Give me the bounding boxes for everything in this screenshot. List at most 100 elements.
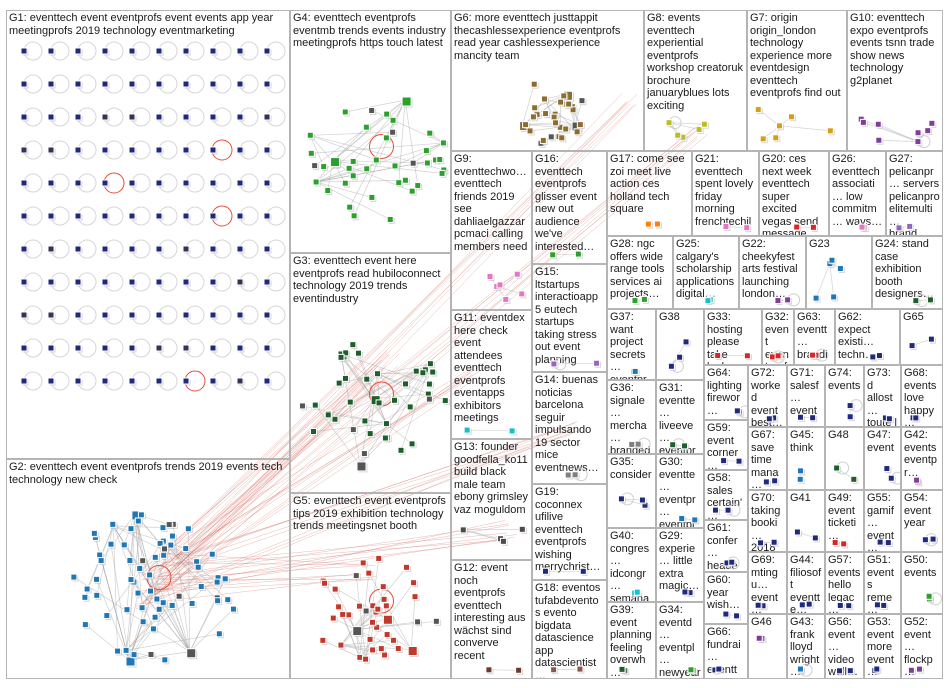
group-box-g5[interactable]: G5: eventtech event eventprofs tips 2019… [290,493,451,679]
group-box-g14[interactable]: G14: buenas noticias barcelona seguir im… [532,372,607,484]
node-shadow [130,148,137,155]
group-box-g38[interactable]: G38 [656,309,704,380]
graph-edge [540,124,581,144]
group-box-g19[interactable]: G19: coconnex ufilive eventtech eventpro… [532,484,607,580]
group-box-g12[interactable]: G12: event noch eventprofs eventtech int… [451,560,532,679]
group-box-g64[interactable]: G64: lighting firewor… [704,365,748,420]
group-box-g58[interactable]: G58: sales certain'… [704,470,748,520]
group-box-g16[interactable]: G16: eventtech eventprofs glisser event … [532,151,607,264]
group-box-g52[interactable]: G52: event… flockp… [901,614,943,679]
group-box-g31[interactable]: G31: eventte… liveeve… eventpr… confere… [656,380,704,454]
group-box-g63[interactable]: G63: eventt… brandi… demo… [794,309,835,365]
group-box-g10[interactable]: G10: eventtech expo eventprofs events ts… [847,10,943,151]
group-box-g29[interactable]: G29: experie… little extra magic… [656,528,704,602]
group-box-g36[interactable]: G36: signale… mercha… branded eventpr… [607,380,656,454]
graph-node [410,579,419,588]
group-box-g47[interactable]: G47: event [864,427,901,490]
group-box-g4[interactable]: G4: eventtech eventprofs eventmb trends … [290,10,451,253]
group-box-g17[interactable]: G17: come see zoi meet live action ces h… [607,151,692,236]
node-square [74,311,82,319]
node-square [159,524,167,532]
group-box-g25[interactable]: G25: calgary's scholarship applications … [673,236,739,309]
group-box-g61[interactable]: G61: confer… heade… [704,520,748,572]
group-box-g73[interactable]: G73: d allost… toute l équip… [864,365,901,427]
group-box-g70[interactable]: G70: taking booki… 2018… [748,490,787,552]
group-box-g65[interactable]: G65 [900,309,943,365]
graph-edge [365,558,380,660]
group-box-g6[interactable]: G6: more eventtech justtappit thecashles… [451,10,644,151]
group-box-g7[interactable]: G7: origin origin_london technology expe… [747,10,847,151]
inter-group-edge [153,536,514,592]
group-box-g24[interactable]: G24: stand case exhibition booth designe… [872,236,943,309]
group-box-g37[interactable]: G37: want project secrets… eventpr… [607,309,656,380]
graph-node [391,162,400,171]
group-box-g69[interactable]: G69: mtingu… event… eventt… [748,552,787,614]
group-box-g68[interactable]: G68: events love happy… [901,365,943,427]
group-box-g53[interactable]: G53: event more event… [864,614,901,679]
group-box-g13[interactable]: G13: founder goodfella_ko11 build black … [451,439,532,560]
graph-edge [410,596,416,650]
self-loop-edge [77,371,97,391]
graph-node [562,90,574,102]
group-box-g51[interactable]: G51: events reme… partn… [864,552,901,614]
node-square [114,647,122,655]
graph-edge [316,159,440,183]
group-box-g66[interactable]: G66: fundrai… eventt… [704,624,748,679]
graph-node [529,113,538,122]
group-box-g39[interactable]: G39: event planning feeling overwh… [607,602,656,679]
node-shadow [211,247,218,254]
node-shadow [501,539,508,546]
group-box-g1[interactable]: G1: eventtech event eventprofs event eve… [6,10,290,459]
node-square [921,536,929,544]
group-box-g62[interactable]: G62: expect existi… techn… [835,309,900,365]
group-box-g55[interactable]: G55: gamif… event… chan… [864,490,901,552]
group-box-g18[interactable]: G18: eventos tufabdeventos evento bigdat… [532,580,607,679]
group-box-g21[interactable]: G21: eventtech spent lovely friday morni… [692,151,759,236]
node-shadow [358,655,365,662]
group-box-g22[interactable]: G22: cheekyfest arts festival launching … [739,236,806,309]
group-box-g20[interactable]: G20: ces next week eventtech super excit… [759,151,829,236]
group-box-g50[interactable]: G50: events [901,552,943,614]
graph-node [401,176,410,185]
group-box-g67[interactable]: G67: save time mana… [748,427,787,490]
group-box-g49[interactable]: G49: event ticketi… [825,490,864,552]
group-box-g56[interactable]: G56: event… video wall… [825,614,864,679]
group-box-g43[interactable]: G43: frank lloyd wright… [787,614,825,679]
group-label: G29: experie… little extra magic… [659,530,700,592]
graph-node [130,651,139,660]
group-box-g54[interactable]: G54: event year [901,490,943,552]
group-box-g74[interactable]: G74: events [825,365,864,427]
group-box-g42[interactable]: G42: events eventpr… [901,427,943,490]
group-box-g45[interactable]: G45: think [787,427,825,490]
group-box-g15[interactable]: G15: ltstartups interactioapp 5 eutech s… [532,264,607,372]
group-box-g41[interactable]: G41 [787,490,825,552]
group-box-g59[interactable]: G59: event corner… [704,420,748,470]
group-box-g72[interactable]: G72: worked event best… [748,365,787,427]
group-box-g60[interactable]: G60: year wish… [704,572,748,624]
group-box-g11[interactable]: G11: eventdex here check event attendees… [451,310,532,439]
group-box-g71[interactable]: G71: salesf… event [787,365,825,427]
graph-edge [128,621,144,661]
group-box-g44[interactable]: G44: filiosoft eventte… [787,552,825,614]
group-box-g26[interactable]: G26: eventtech associati… low commitm… w… [829,151,886,236]
group-box-g28[interactable]: G28: ngc offers wide range tools service… [607,236,673,309]
group-box-g27[interactable]: G27: pelicanpr… servers pelicanpro elite… [886,151,943,236]
group-box-g30[interactable]: G30: eventte… eventpr… eventpr… another… [656,454,704,528]
group-box-g32[interactable]: G32: event eventprofs eventpros bizbash… [762,309,794,365]
group-box-g34[interactable]: G34: eventd… eventpl… newyear newyea… [656,602,704,679]
graph-edge [125,616,156,651]
graph-node [109,520,118,529]
node-square [366,635,374,643]
group-box-g35[interactable]: G35: consider [607,454,656,528]
group-box-g57[interactable]: G57: events hello legac… [825,552,864,614]
group-box-g23[interactable]: G23 [806,236,872,309]
group-box-g2[interactable]: G2: eventtech event eventprofs trends 20… [6,459,290,679]
group-box-g8[interactable]: G8: events eventtech experiential eventp… [644,10,747,151]
group-box-g33[interactable]: G33: hosting please take look… [704,309,762,365]
graph-edge [758,109,780,127]
group-box-g46[interactable]: G46 [748,614,787,679]
group-box-g48[interactable]: G48 [825,427,864,490]
group-box-g40[interactable]: G40: congres… idcongr… semana os… [607,528,656,602]
group-box-g9[interactable]: G9: eventtechwo… eventtech friends 2019 … [451,151,532,310]
group-box-g3[interactable]: G3: eventtech event here eventprofs read… [290,253,451,493]
